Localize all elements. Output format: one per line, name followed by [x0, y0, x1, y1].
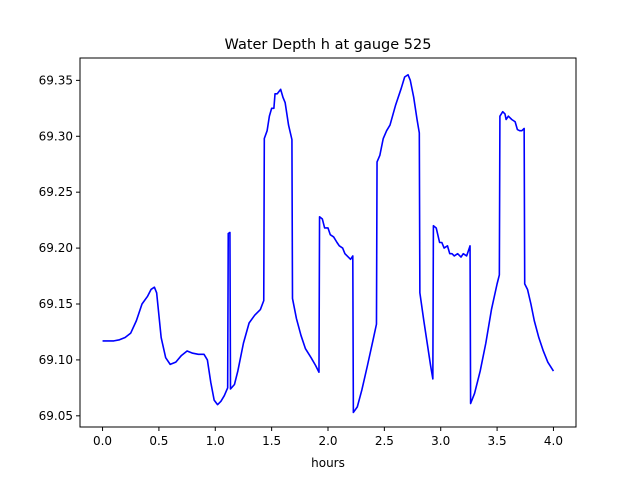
y-tick-label: 69.05 — [39, 409, 73, 423]
y-tick-label: 69.35 — [39, 73, 73, 87]
y-tick-label: 69.25 — [39, 185, 73, 199]
x-tick-label: 0.5 — [149, 434, 168, 448]
x-tick-label: 1.0 — [206, 434, 225, 448]
y-tick-label: 69.15 — [39, 297, 73, 311]
x-tick-label: 2.0 — [318, 434, 337, 448]
x-tick-label: 1.5 — [262, 434, 281, 448]
x-axis: 0.0 0.5 1.0 1.5 2.0 2.5 3.0 3.5 4.0 — [93, 427, 563, 448]
x-tick-label: 0.0 — [93, 434, 112, 448]
x-tick-label: 3.0 — [431, 434, 450, 448]
y-tick-label: 69.20 — [39, 241, 73, 255]
x-tick-label: 2.5 — [375, 434, 394, 448]
x-axis-label: hours — [311, 456, 345, 470]
x-tick-label: 3.5 — [488, 434, 507, 448]
chart-title: Water Depth h at gauge 525 — [225, 37, 432, 53]
plot-area — [102, 73, 555, 414]
y-tick-label: 69.10 — [39, 353, 73, 367]
y-axis: 69.05 69.10 69.15 69.20 69.25 69.30 69.35 — [39, 73, 80, 423]
y-tick-label: 69.30 — [39, 129, 73, 143]
series-line-0 — [102, 73, 555, 414]
x-tick-label: 4.0 — [544, 434, 563, 448]
